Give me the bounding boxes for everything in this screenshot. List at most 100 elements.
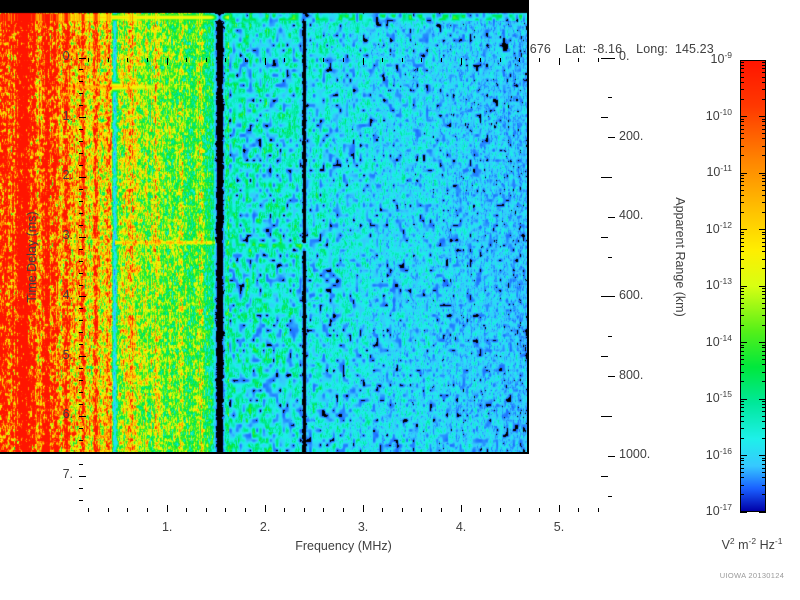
colorbar-minor-tick bbox=[762, 407, 766, 409]
colorbar-minor-tick bbox=[762, 64, 766, 66]
lat-label: Lat: bbox=[564, 42, 587, 56]
colorbar-minor-tick bbox=[762, 298, 766, 300]
colorbar-minor-tick bbox=[762, 290, 766, 292]
y-right-major-tick bbox=[608, 57, 615, 59]
x-top-minor-tick bbox=[323, 58, 325, 62]
colorbar-minor-tick bbox=[740, 89, 744, 91]
colorbar-tick-label-5: 10-14 bbox=[678, 333, 732, 349]
x-major-tick bbox=[362, 505, 364, 512]
x-top-minor-tick bbox=[382, 58, 384, 62]
colorbar-minor-tick bbox=[762, 189, 766, 191]
colorbar-major-tick bbox=[740, 398, 747, 400]
x-minor-tick bbox=[440, 508, 442, 512]
x-minor-tick bbox=[205, 508, 207, 512]
colorbar-minor-tick bbox=[762, 344, 766, 346]
x-minor-tick bbox=[401, 508, 403, 512]
colorbar-minor-tick bbox=[762, 347, 766, 349]
colorbar-minor-tick bbox=[762, 138, 766, 140]
radargram-plot-area[interactable] bbox=[0, 0, 529, 454]
colorbar-minor-tick bbox=[740, 354, 744, 356]
colorbar-minor-tick bbox=[740, 181, 744, 183]
colorbar-minor-tick bbox=[762, 288, 766, 290]
y-right-major-tick bbox=[608, 216, 615, 218]
colorbar-minor-tick bbox=[762, 307, 766, 309]
y-left-tick-label-0: 0. bbox=[62, 49, 73, 63]
y-right-major-tick-mirror bbox=[601, 57, 608, 59]
y-left-major-tick bbox=[79, 296, 86, 298]
colorbar-minor-tick bbox=[740, 401, 744, 403]
colorbar-minor-tick bbox=[740, 251, 744, 253]
y-right-major-tick bbox=[608, 455, 615, 457]
colorbar-minor-tick bbox=[740, 324, 744, 326]
y-left-minor-tick bbox=[79, 200, 83, 202]
colorbar-minor-tick bbox=[740, 420, 744, 422]
unit-hz-exponent: -1 bbox=[774, 536, 783, 546]
colorbar-minor-tick bbox=[762, 437, 766, 439]
colorbar-minor-tick bbox=[762, 231, 766, 233]
colorbar-minor-tick bbox=[740, 194, 744, 196]
x-minor-tick bbox=[578, 508, 580, 512]
colorbar-minor-tick bbox=[740, 72, 744, 74]
colorbar-minor-tick bbox=[740, 463, 744, 465]
colorbar-minor-tick bbox=[740, 407, 744, 409]
colorbar-minor-tick bbox=[740, 268, 744, 270]
y-left-major-tick bbox=[79, 475, 86, 477]
colorbar-tick-exponent-7: -16 bbox=[719, 445, 732, 456]
colorbar-minor-tick bbox=[740, 428, 744, 430]
y-left-minor-tick bbox=[79, 403, 83, 405]
x-minor-tick bbox=[499, 508, 501, 512]
colorbar-minor-tick bbox=[762, 145, 766, 147]
colorbar-major-tick bbox=[759, 59, 766, 61]
colorbar-minor-tick bbox=[740, 121, 744, 123]
colorbar-minor-tick bbox=[762, 268, 766, 270]
colorbar-major-tick bbox=[740, 342, 747, 343]
colorbar-unit-label: V2 m-2 Hz-1 bbox=[672, 536, 800, 552]
colorbar-minor-tick bbox=[762, 175, 766, 177]
y-left-tick-label-4: 4. bbox=[62, 287, 73, 302]
colorbar-minor-tick bbox=[762, 202, 766, 204]
colorbar-minor-tick bbox=[740, 202, 744, 204]
x-minor-tick bbox=[343, 508, 344, 512]
colorbar-minor-tick bbox=[762, 246, 766, 247]
colorbar-tick-label-0: 10-9 bbox=[678, 50, 732, 66]
x-tick-label-4: 5. bbox=[553, 520, 565, 534]
x-top-minor-tick bbox=[343, 58, 344, 62]
colorbar-minor-tick bbox=[762, 177, 766, 179]
y-right-major-tick-mirror bbox=[601, 236, 608, 238]
y-right-tick-label-0: 0. bbox=[619, 49, 630, 63]
colorbar-minor-tick bbox=[740, 145, 744, 147]
long-label: Long: bbox=[636, 42, 668, 56]
x-top-minor-tick bbox=[538, 58, 540, 62]
colorbar-minor-tick bbox=[740, 415, 744, 417]
y-left-minor-tick bbox=[79, 248, 83, 250]
colorbar-tick-exponent-5: -14 bbox=[719, 332, 732, 343]
colorbar-minor-tick bbox=[740, 371, 744, 373]
colorbar-tick-mantissa-8: 10 bbox=[705, 504, 720, 519]
x-top-minor-tick bbox=[127, 58, 129, 62]
y-right-major-tick-mirror bbox=[601, 415, 608, 417]
colorbar-tick-label-2: 10-11 bbox=[678, 163, 732, 179]
y-left-tick-label-3: 3. bbox=[62, 228, 73, 243]
x-top-major-tick bbox=[362, 58, 364, 65]
y-right-major-tick-mirror bbox=[601, 117, 608, 119]
y-left-minor-tick bbox=[79, 332, 83, 334]
colorbar-minor-tick bbox=[762, 467, 766, 469]
long-value: 145.23 bbox=[674, 42, 714, 56]
y-left-major-tick bbox=[79, 236, 86, 238]
y-left-minor-tick bbox=[79, 105, 83, 107]
colorbar-minor-tick bbox=[762, 155, 766, 157]
colorbar-minor-tick bbox=[740, 241, 744, 243]
y-right-minor-tick bbox=[608, 256, 612, 258]
y-left-minor-tick bbox=[79, 212, 83, 214]
y-left-major-tick bbox=[79, 176, 86, 178]
colorbar-minor-tick bbox=[762, 315, 766, 317]
colorbar-minor-tick bbox=[762, 324, 766, 326]
x-minor-tick bbox=[597, 508, 599, 512]
colorbar-tick-label-4: 10-13 bbox=[678, 276, 732, 292]
x-top-minor-tick bbox=[303, 58, 305, 62]
x-top-major-tick bbox=[166, 58, 168, 65]
x-major-tick bbox=[460, 505, 462, 512]
y-right-major-tick-mirror bbox=[601, 356, 608, 358]
y-left-minor-tick bbox=[79, 451, 83, 453]
x-top-minor-tick bbox=[88, 58, 90, 62]
